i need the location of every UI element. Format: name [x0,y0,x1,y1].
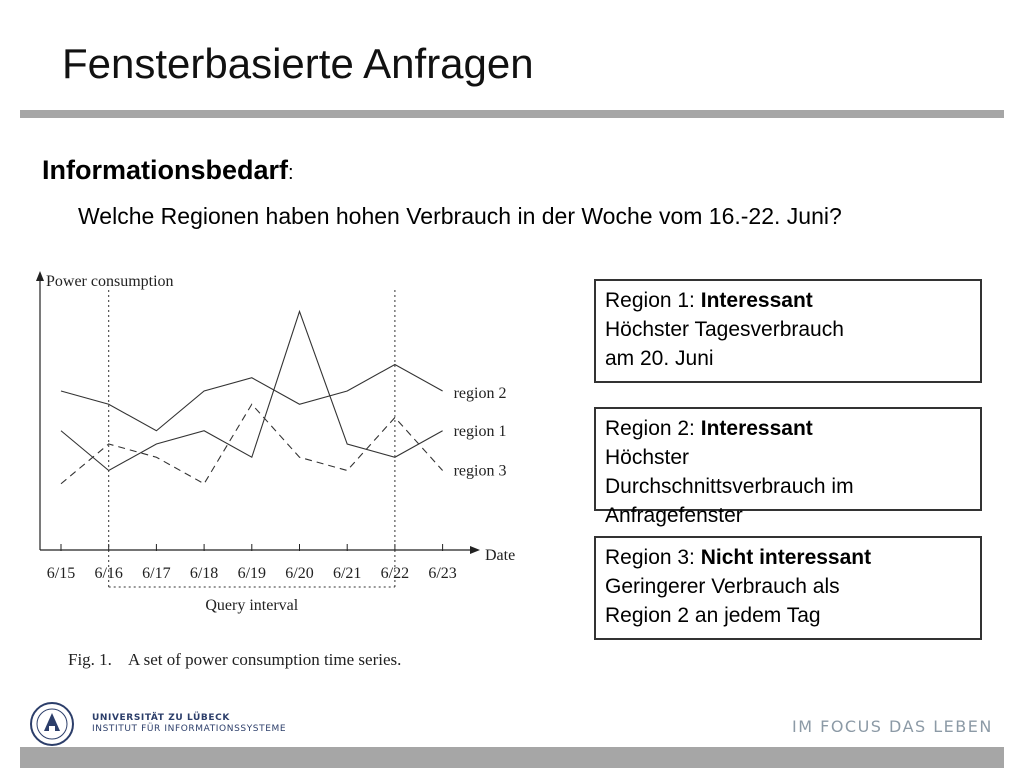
section-heading: Informationsbedarf: [42,152,294,191]
region-3-verdict: Nicht interessant [700,546,872,569]
region-2-label: Region 2: [605,417,701,440]
slide-title: Fensterbasierte Anfragen [62,40,534,87]
x-tick-label: 6/20 [285,565,313,582]
series-label-region-1: region 1 [454,423,507,440]
region-2-line1: Höchster [605,446,690,469]
y-axis-label: Power consumption [46,273,174,290]
x-tick-label: 6/21 [333,565,361,582]
x-tick-label: 6/17 [142,565,170,582]
region-3-line2: Region 2 an jedem Tag [605,604,821,627]
figure-caption: Fig. 1. A set of power consumption time … [68,650,401,669]
university-name: UNIVERSITÄT ZU LÜBECK INSTITUT FÜR INFOR… [92,713,286,735]
region-1-box: Region 1: Interessant Höchster Tagesverb… [594,279,982,383]
query-interval-label: Query interval [205,597,298,614]
region-3-label: Region 3: [605,546,701,569]
heading-text: Informationsbedarf [42,155,289,185]
power-consumption-chart: Power consumption Date 6/15 6/16 6/17 6/18 6/1… [20,265,540,685]
x-axis-label: Date [485,547,515,564]
series-line-region-3 [60,403,444,485]
x-tick-label: 6/16 [94,565,122,582]
x-axis-arrow [470,546,480,554]
region-3-line1: Geringerer Verbrauch als [605,575,840,598]
x-tick-label: 6/23 [428,565,456,582]
region-3-box: Region 3: Nicht interessant Geringerer V… [594,536,982,640]
region-2-line2: Durchschnittsverbrauch im [605,475,854,498]
heading-colon: : [288,162,294,184]
slogan: IM FOCUS DAS LEBEN [792,717,993,736]
university-line2: INSTITUT FÜR INFORMATIONSSYSTEME [92,724,287,734]
x-tick-label: 6/18 [190,565,218,582]
university-line1: UNIVERSITÄT ZU LÜBECK [92,713,230,723]
footer-bar [20,747,1004,768]
y-axis-arrow [36,271,44,281]
series-line-region-2 [60,363,443,432]
x-tick-label: 6/15 [47,565,75,582]
region-1-verdict: Interessant [700,289,813,312]
region-2-verdict: Interessant [700,417,813,440]
region-1-label: Region 1: [605,289,701,312]
region-2-box: Region 2: Interessant Höchster Durchschn… [594,407,982,527]
university-seal-logo [28,699,88,749]
series-line-region-1 [60,309,443,472]
title-divider [20,110,1004,118]
region-1-line1: Höchster Tagesverbrauch [605,318,844,341]
chart-svg: Power consumption Date 6/15 6/16 6/17 6/18 6/1… [36,271,515,669]
region-2-line3: Anfragefenster [605,504,743,527]
series-label-region-2: region 2 [454,385,507,402]
series-label-region-3: region 3 [454,463,507,480]
x-tick-label: 6/22 [381,565,409,582]
x-tick-label: 6/19 [238,565,266,582]
region-1-line2: am 20. Juni [605,347,714,370]
question-text: Welche Regionen haben hohen Verbrauch in… [78,203,842,229]
